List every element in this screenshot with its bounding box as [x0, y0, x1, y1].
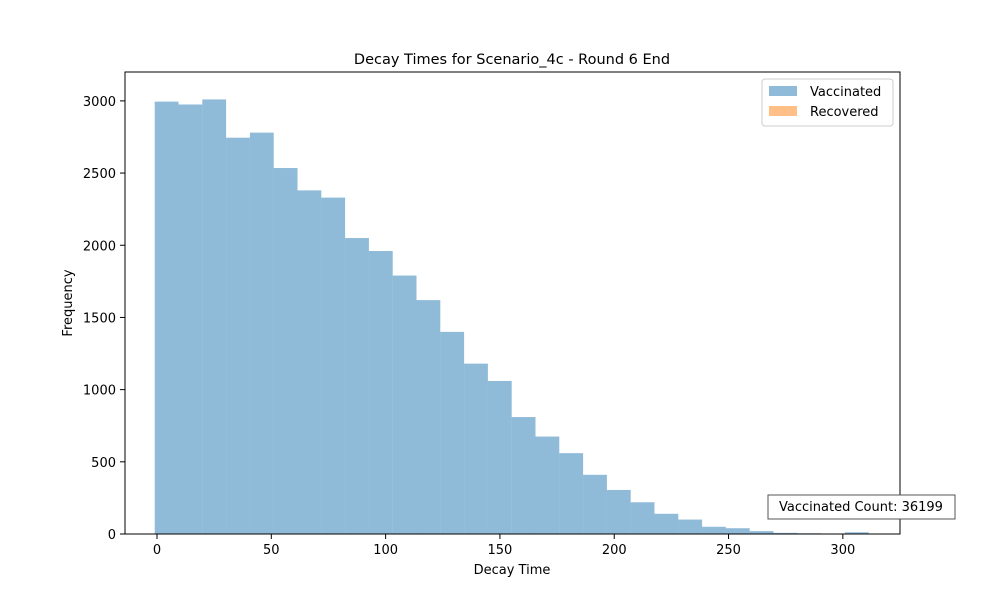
- histogram-bar-vaccinated: [631, 502, 655, 534]
- chart-title: Decay Times for Scenario_4c - Round 6 En…: [354, 52, 670, 68]
- histogram-bar-vaccinated: [654, 514, 678, 534]
- y-tick-label: 500: [91, 456, 116, 471]
- histogram-bar-vaccinated: [702, 527, 726, 534]
- legend: Vaccinated Recovered: [762, 79, 893, 126]
- histogram-bar-vaccinated: [440, 332, 464, 534]
- y-axis-label: Frequency: [61, 269, 76, 336]
- x-tick-label: 200: [602, 543, 627, 558]
- legend-swatch-recovered: [769, 106, 797, 116]
- count-annotation: Vaccinated Count: 36199: [768, 495, 955, 519]
- histogram-bar-vaccinated: [488, 381, 512, 534]
- y-tick-label: 0: [108, 528, 116, 543]
- histogram-bar-vaccinated: [274, 168, 298, 534]
- histogram-bar-vaccinated: [607, 490, 631, 534]
- legend-label-recovered: Recovered: [810, 105, 879, 120]
- histogram-bar-vaccinated: [512, 417, 536, 534]
- histogram-bar-vaccinated: [393, 276, 417, 534]
- histogram-bar-vaccinated: [321, 198, 345, 534]
- legend-label-vaccinated: Vaccinated: [810, 85, 881, 100]
- histogram-bar-vaccinated: [298, 190, 322, 534]
- x-tick-label: 300: [830, 543, 855, 558]
- bars-layer: [155, 99, 869, 534]
- x-axis-label: Decay Time: [474, 563, 551, 578]
- y-tick-label: 2000: [83, 239, 116, 254]
- x-tick-label: 0: [153, 543, 161, 558]
- histogram-bar-vaccinated: [345, 238, 369, 534]
- y-tick-label: 1500: [83, 311, 116, 326]
- x-tick-label: 250: [716, 543, 741, 558]
- legend-swatch-vaccinated: [769, 86, 797, 96]
- histogram-bar-vaccinated: [464, 364, 488, 534]
- histogram-bar-vaccinated: [417, 300, 441, 534]
- histogram-bar-vaccinated: [678, 520, 702, 534]
- x-tick-label: 50: [263, 543, 280, 558]
- y-tick-label: 2500: [83, 167, 116, 182]
- x-tick-label: 150: [488, 543, 513, 558]
- histogram-bar-vaccinated: [179, 104, 203, 534]
- histogram-bar-vaccinated: [559, 453, 583, 534]
- histogram-bar-vaccinated: [155, 102, 179, 534]
- histogram-bar-vaccinated: [535, 437, 559, 534]
- count-annotation-text: Vaccinated Count: 36199: [779, 500, 943, 515]
- x-tick-label: 100: [373, 543, 398, 558]
- histogram-bar-vaccinated: [226, 138, 250, 534]
- histogram-bar-vaccinated: [202, 99, 226, 534]
- x-axis: 0 50 100 150 200 250 300: [153, 534, 855, 558]
- histogram-bar-vaccinated: [726, 528, 750, 534]
- y-tick-label: 3000: [83, 95, 116, 110]
- histogram-bar-vaccinated: [583, 475, 607, 534]
- histogram-bar-vaccinated: [250, 133, 274, 534]
- histogram-bar-vaccinated: [369, 251, 393, 534]
- y-axis: 0 500 1000 1500 2000 2500 3000: [83, 95, 125, 543]
- y-tick-label: 1000: [83, 384, 116, 399]
